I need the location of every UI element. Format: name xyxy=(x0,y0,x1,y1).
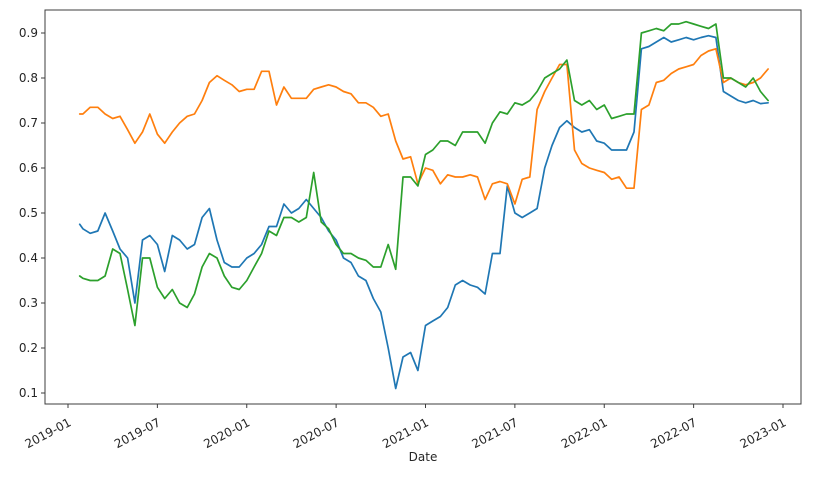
y-tick-label: 0.3 xyxy=(19,296,38,310)
y-tick-label: 0.2 xyxy=(19,341,38,355)
y-tick-label: 0.9 xyxy=(19,26,38,40)
x-axis-label: Date xyxy=(409,450,438,464)
y-tick-label: 0.6 xyxy=(19,161,38,175)
series-blue-line xyxy=(78,34,769,390)
plot-border xyxy=(44,9,802,405)
y-tick-label: 0.4 xyxy=(19,251,38,265)
y-tick-label: 0.8 xyxy=(19,71,38,85)
series-green-line xyxy=(78,20,769,327)
series-orange-line xyxy=(78,47,769,205)
series-layer xyxy=(78,20,769,390)
y-tick-label: 0.5 xyxy=(19,206,38,220)
y-tick-label: 0.1 xyxy=(19,386,38,400)
y-tick-label: 0.7 xyxy=(19,116,38,130)
